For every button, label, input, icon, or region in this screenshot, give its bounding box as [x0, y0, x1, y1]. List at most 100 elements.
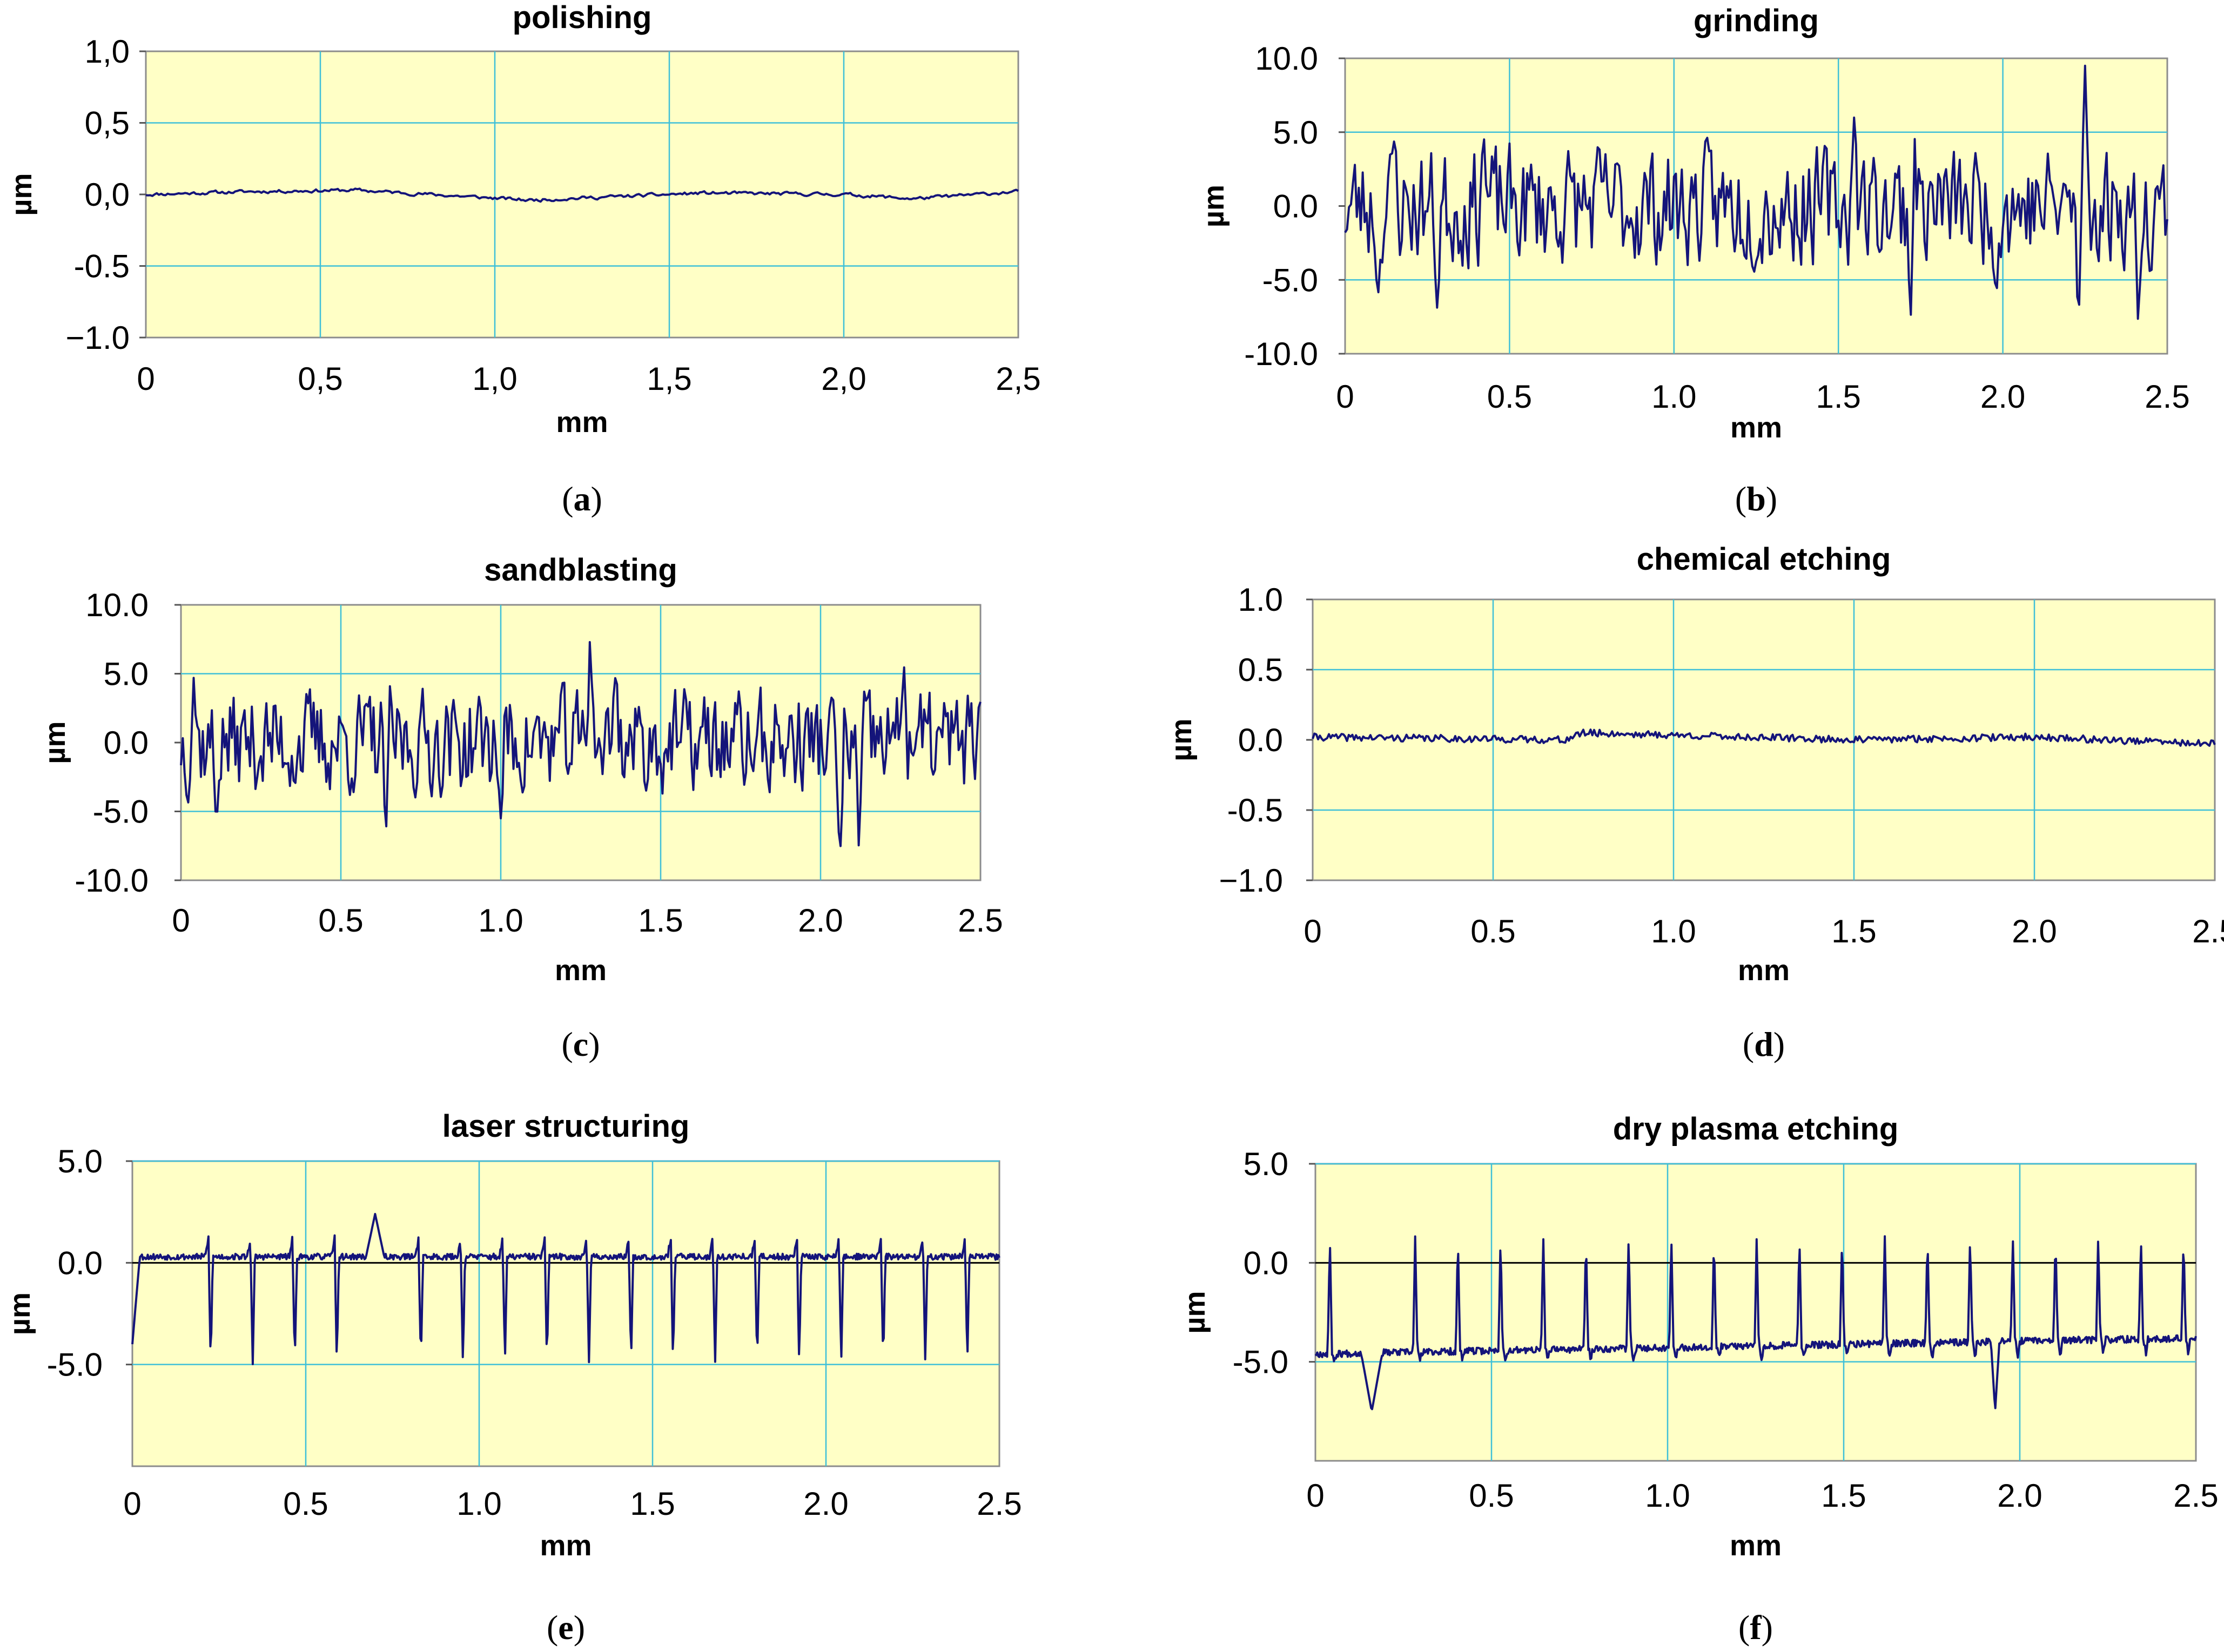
panel-caption-d: (d): [1743, 1025, 1785, 1063]
y-axis-label-c: µm: [39, 721, 71, 764]
x-tick-label-f-0: 0: [1306, 1478, 1324, 1514]
x-tick-label-e-3: 1.5: [630, 1486, 675, 1522]
y-tick-label-a-0: 1,0: [85, 33, 130, 70]
x-tick-label-b-3: 1.5: [1816, 379, 1860, 415]
panel-caption-e: (e): [547, 1608, 585, 1647]
y-tick-label-f-1: 0.0: [1244, 1245, 1288, 1281]
chart-title-e: laser structuring: [442, 1109, 690, 1144]
y-tick-label-c-4: -10.0: [75, 862, 149, 899]
y-tick-label-b-2: 0.0: [1273, 188, 1318, 225]
y-tick-label-a-4: −1.0: [66, 320, 130, 356]
x-tick-label-d-4: 2.0: [2012, 913, 2057, 949]
y-tick-label-e-1: 0.0: [58, 1245, 103, 1281]
plot-area-e: [131, 1160, 1000, 1467]
y-tick-label-f-0: 5.0: [1244, 1146, 1288, 1182]
x-tick-label-d-1: 0.5: [1470, 913, 1515, 949]
chart-title-d: chemical etching: [1637, 542, 1891, 577]
x-tick-label-b-2: 1.0: [1651, 379, 1696, 415]
x-tick-label-a-1: 0,5: [298, 361, 342, 397]
x-tick-label-a-5: 2,5: [996, 361, 1040, 397]
x-axis-label-d: mm: [1738, 954, 1790, 987]
x-tick-label-a-0: 0: [137, 361, 154, 397]
y-tick-label-c-2: 0.0: [104, 725, 149, 761]
panel-caption-b: (b): [1735, 480, 1777, 518]
chart-panel-f: 5.0 0.0 -5.0 0 0.5 1.0 1.5 2.0 2.5 dry plasma etc…: [1179, 1111, 2219, 1647]
x-tick-label-f-2: 1.0: [1645, 1478, 1690, 1514]
x-tick-label-f-4: 2.0: [1997, 1478, 2042, 1514]
x-axis-label-c: mm: [555, 954, 607, 987]
series-line-c: [180, 641, 982, 847]
x-axis-label-e: mm: [540, 1529, 592, 1562]
chart-panel-c: 10.0 5.0 0.0 -5.0 -10.0 0 0.5 1.0 1.5 2.0 2.5 sandb…: [39, 552, 1003, 1063]
x-tick-label-a-3: 1,5: [647, 361, 691, 397]
y-tick-label-d-1: 0.5: [1238, 652, 1283, 688]
panel-caption-letter-b: b: [1746, 480, 1766, 518]
x-tick-label-d-3: 1.5: [1831, 913, 1876, 949]
panel-caption-letter-c: c: [573, 1025, 588, 1063]
x-tick-label-f-3: 1.5: [1821, 1478, 1866, 1514]
panel-caption-f: (f): [1738, 1608, 1773, 1647]
x-tick-label-c-1: 0.5: [318, 902, 363, 939]
chart-panel-a: 1,0 0,5 0,0 -0.5 −1.00 0,5 1,0 1,5 2,0 2,5 polishi…: [5, 0, 1041, 518]
y-tick-label-d-2: 0.0: [1238, 722, 1283, 758]
y-tick-label-c-0: 10.0: [85, 587, 149, 623]
y-tick-label-c-3: -5.0: [93, 794, 149, 830]
x-tick-label-a-2: 1,0: [472, 361, 517, 397]
panel-caption-letter-f: f: [1750, 1608, 1762, 1647]
x-axis-label-a: mm: [556, 406, 608, 439]
y-tick-label-d-0: 1.0: [1238, 582, 1283, 618]
x-axis-label-f: mm: [1730, 1529, 1782, 1562]
series-line-d: [1312, 729, 2216, 747]
x-tick-label-f-1: 0.5: [1469, 1478, 1514, 1514]
chart-panel-e: 5.0 0.0 -5.0 0 0.5 1.0 1.5 2.0 2.5 laser structur…: [4, 1109, 1022, 1647]
panel-caption-a: (a): [562, 480, 602, 518]
x-tick-label-c-3: 1.5: [638, 902, 683, 939]
x-tick-label-a-4: 2,0: [821, 361, 866, 397]
chart-title-f: dry plasma etching: [1613, 1111, 1899, 1147]
panel-caption-letter-a: a: [574, 480, 591, 518]
series-line-e: [131, 1212, 1000, 1365]
plot-area-c: [180, 604, 982, 881]
plot-area-a: [145, 50, 1019, 339]
x-tick-label-e-5: 2.5: [977, 1486, 1022, 1522]
y-axis-label-b: µm: [1198, 185, 1230, 227]
panel-caption-c: (c): [561, 1025, 600, 1063]
x-tick-label-e-1: 0.5: [283, 1486, 328, 1522]
plot-area-b: [1344, 57, 2168, 355]
y-tick-label-c-1: 5.0: [104, 656, 149, 692]
y-tick-label-b-1: 5.0: [1273, 114, 1318, 151]
panel-caption-letter-d: d: [1754, 1025, 1773, 1063]
x-tick-label-c-2: 1.0: [478, 902, 523, 939]
x-tick-label-b-0: 0: [1336, 379, 1354, 415]
x-axis-label-b: mm: [1730, 412, 1782, 444]
x-tick-label-d-2: 1.0: [1651, 913, 1696, 949]
series-line-f: [1314, 1235, 2197, 1411]
chart-title-a: polishing: [513, 0, 652, 35]
series-line-b: [1344, 64, 2168, 320]
x-tick-label-d-0: 0: [1304, 913, 1321, 949]
y-tick-label-a-1: 0,5: [85, 105, 130, 141]
y-tick-label-d-4: −1.0: [1219, 862, 1283, 899]
x-tick-label-e-4: 2.0: [803, 1486, 848, 1522]
x-tick-label-e-2: 1.0: [456, 1486, 501, 1522]
x-tick-label-e-0: 0: [123, 1486, 141, 1522]
x-tick-label-d-5: 2.5: [2192, 913, 2224, 949]
chart-title-b: grinding: [1694, 3, 1819, 38]
y-tick-label-a-2: 0,0: [85, 177, 130, 213]
y-tick-label-b-4: -10.0: [1244, 336, 1318, 372]
panel-caption-letter-e: e: [558, 1608, 573, 1647]
x-tick-label-b-5: 2.5: [2145, 379, 2189, 415]
y-axis-label-a: µm: [5, 173, 38, 215]
y-tick-label-b-3: -5.0: [1262, 262, 1318, 298]
chart-panel-d: 1.0 0.5 0.0 -0.5 −1.0 0 0.5 1.0 1.5 2.0 2.5 chemica…: [1165, 542, 2224, 1063]
chart-title-c: sandblasting: [484, 552, 677, 588]
series-line-a: [145, 187, 1019, 203]
y-tick-label-a-3: -0.5: [74, 248, 130, 285]
y-tick-label-e-0: 5.0: [58, 1143, 103, 1179]
x-tick-label-c-4: 2.0: [798, 902, 843, 939]
y-axis-label-d: µm: [1165, 718, 1198, 761]
x-tick-label-b-4: 2.0: [1980, 379, 2025, 415]
y-tick-label-d-3: -0.5: [1227, 792, 1283, 828]
x-tick-label-c-0: 0: [172, 902, 190, 939]
